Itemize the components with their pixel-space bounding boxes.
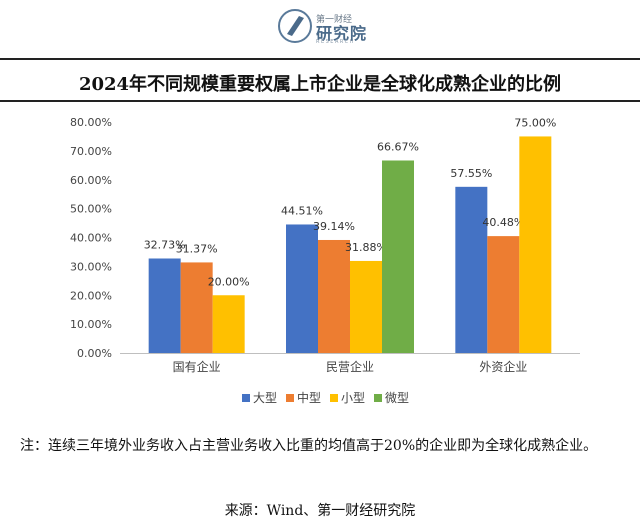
y-tick-label: 80.00% — [70, 116, 112, 129]
logo-name-sub: RESEARCH — [316, 39, 355, 45]
bar — [350, 260, 382, 353]
legend-swatch — [330, 394, 338, 402]
logo: 第一财经 研究院 RESEARCH — [278, 6, 368, 46]
title-bottom-rule — [0, 100, 640, 102]
chart-note: 注：连续三年境外业务收入占主营业务收入比重的均值高于20%的企业即为全球化成熟企… — [20, 438, 598, 454]
data-label: 44.51% — [281, 204, 323, 217]
data-label: 32.73% — [144, 238, 186, 251]
y-tick-label: 10.00% — [70, 318, 112, 331]
legend-swatch — [374, 394, 382, 402]
logo-emblem-icon — [278, 9, 312, 43]
legend-label: 小型 — [341, 391, 365, 405]
y-tick-label: 30.00% — [70, 260, 112, 273]
data-label: 57.55% — [450, 167, 492, 180]
legend-swatch — [242, 394, 250, 402]
bar — [318, 239, 350, 353]
legend-label: 大型 — [253, 391, 277, 405]
x-category-label: 外资企业 — [479, 359, 527, 374]
y-tick-label: 0.00% — [77, 347, 112, 360]
data-label: 66.67% — [377, 140, 419, 153]
y-tick-label: 70.00% — [70, 145, 112, 158]
bar — [148, 258, 181, 353]
bar — [487, 236, 520, 353]
legend-swatch — [286, 394, 294, 402]
bar-chart: 0.00% 10.00% 20.00% 30.00% 40.00% 50.00% 60.00… — [70, 116, 580, 405]
bar — [286, 224, 318, 353]
x-category-label: 国有企业 — [173, 359, 221, 374]
data-label: 31.88% — [345, 241, 387, 254]
logo-name-main: 研究院 — [316, 24, 368, 43]
bar — [212, 295, 245, 353]
title-top-rule — [0, 58, 640, 60]
legend-label: 微型 — [385, 391, 409, 405]
chart-title: 2024年不同规模重要权属上市企业是全球化成熟企业的比例 — [78, 74, 562, 95]
legend-label: 中型 — [297, 390, 321, 405]
data-label: 20.00% — [208, 275, 250, 288]
bar — [519, 136, 552, 353]
y-tick-label: 60.00% — [70, 174, 112, 187]
logo-name-top: 第一财经 — [316, 15, 353, 25]
data-label: 40.48% — [482, 216, 524, 229]
chart-source: 来源：Wind、第一财经研究院 — [224, 503, 416, 519]
bar — [455, 186, 488, 353]
data-label: 75.00% — [514, 116, 556, 129]
bar — [180, 262, 213, 353]
y-tick-label: 50.00% — [70, 203, 112, 216]
x-category-label: 民营企业 — [326, 359, 374, 374]
y-tick-label: 20.00% — [70, 289, 112, 302]
data-label: 31.37% — [176, 242, 218, 255]
bar — [382, 160, 414, 353]
data-label: 39.14% — [313, 220, 355, 233]
y-tick-label: 40.00% — [70, 232, 112, 245]
